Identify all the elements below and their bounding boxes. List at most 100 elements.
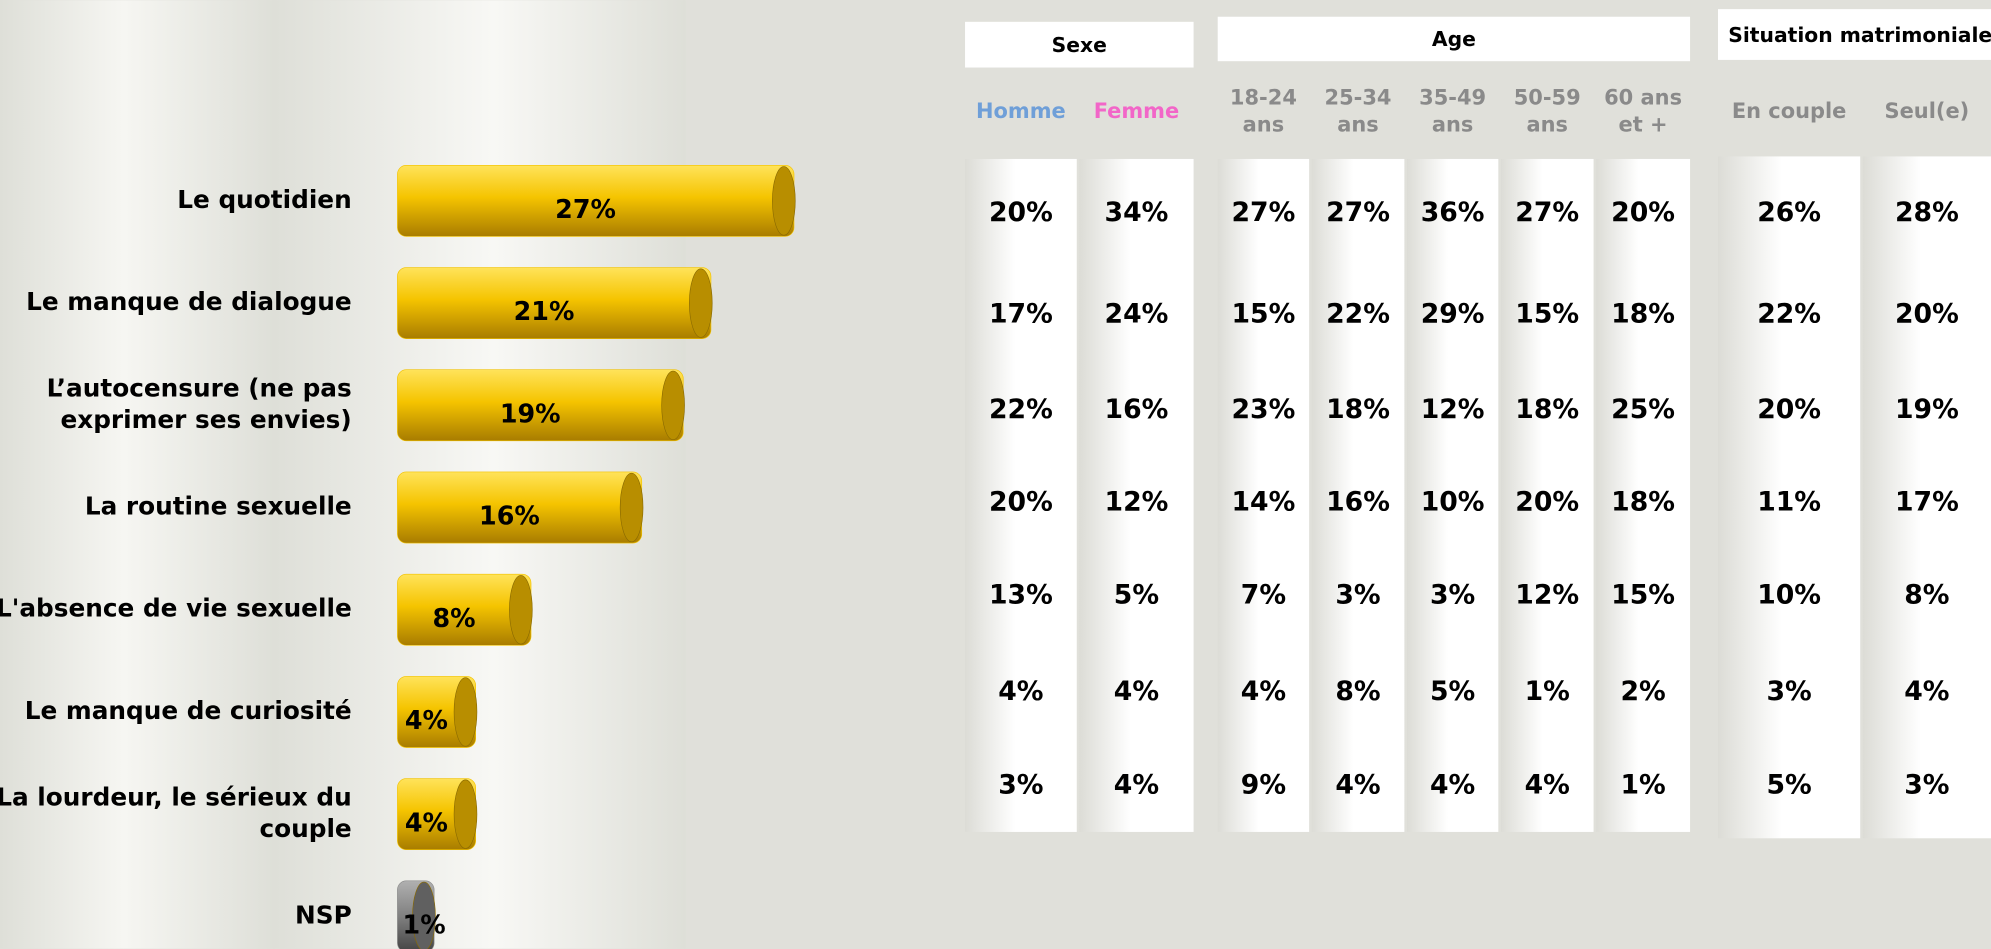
bar-cap [412,881,436,949]
column-header: ans [1526,112,1568,136]
bar [397,880,436,949]
column-stripe [1079,158,1194,832]
table-cell: 27% [1515,197,1579,228]
bar-cap [661,370,685,440]
column-header: En couple [1732,99,1847,123]
table-cell: 18% [1326,394,1390,425]
table-cell: 13% [989,579,1053,610]
table-cell: 27% [1232,197,1296,228]
table-cell: 5% [1114,579,1159,610]
table-cell: 15% [1515,299,1579,330]
bar [397,676,478,748]
category-label: Le manque de dialogue [26,287,352,316]
table-cell: 18% [1515,394,1579,425]
bar-cap [772,166,796,236]
table-cell: 8% [1904,579,1949,610]
bar [397,164,796,237]
table-cell: 15% [1611,579,1675,610]
bar-cap [453,779,478,849]
table-cell: 20% [1895,299,1959,330]
table-cell: 16% [1326,487,1390,518]
category-label: La routine sexuelle [85,492,352,521]
column-header: Femme [1094,99,1180,123]
category-label: La lourdeur, le sérieux du [0,782,352,811]
group-header: Age [1432,27,1476,51]
table-cell: 2% [1620,676,1665,707]
table-cell: 29% [1421,299,1485,330]
group-header: Sexe [1052,33,1107,57]
category-label: NSP [295,900,352,929]
column-header: 60 ans [1604,86,1682,110]
column-stripe [1406,158,1499,832]
table-cell: 5% [1430,676,1475,707]
table-cell: 4% [1114,770,1159,801]
table-cell: 4% [1241,676,1286,707]
table-cell: 19% [1895,394,1959,425]
category-label: couple [259,814,351,843]
table-cell: 3% [1335,579,1380,610]
column-header: Seul(e) [1885,99,1970,123]
category-label: Le manque de curiosité [25,696,352,725]
category-label: L'absence de vie sexuelle [0,594,352,623]
table-cell: 26% [1757,197,1821,228]
column-header: 50-59 [1514,86,1581,110]
data-label: 4% [405,807,448,837]
table-cell: 10% [1421,487,1485,518]
data-label: 8% [433,603,476,633]
table-cell: 18% [1611,299,1675,330]
table-cell: 15% [1232,299,1296,330]
column-header: Homme [976,99,1066,123]
column-stripe [1717,156,1861,839]
data-label: 1% [403,910,446,940]
column-header: ans [1337,112,1379,136]
table-cell: 12% [1421,394,1485,425]
table-cell: 4% [1904,676,1949,707]
table-cell: 20% [1757,394,1821,425]
table-cell: 4% [1430,770,1475,801]
group-header-box [965,21,1194,68]
column-header: 35-49 [1419,86,1486,110]
column-stripe [1862,156,1991,839]
column-stripe [1596,158,1691,832]
table-cell: 27% [1326,197,1390,228]
table-cell: 22% [1757,299,1821,330]
table-cell: 22% [1326,299,1390,330]
column-stripe [1311,158,1405,832]
table-cell: 18% [1611,487,1675,518]
table-cell: 25% [1611,394,1675,425]
column-stripe [1217,158,1310,832]
data-label: 16% [479,501,540,531]
group-header-box [1217,16,1691,62]
table-cell: 14% [1232,487,1296,518]
data-label: 21% [514,296,575,326]
table-cell: 3% [1766,676,1811,707]
table-cell: 3% [998,770,1043,801]
data-label: 19% [500,398,561,428]
table-cell: 16% [1105,394,1169,425]
table-cell: 5% [1766,770,1811,801]
data-label: 4% [405,705,448,735]
table-cell: 23% [1232,394,1296,425]
table-cell: 12% [1515,579,1579,610]
table-cell: 4% [1114,676,1159,707]
bar [397,471,644,544]
table-cell: 1% [1525,676,1570,707]
category-label: L’autocensure (ne pas [47,373,352,402]
table-cell: 11% [1757,487,1821,518]
column-header: ans [1432,112,1474,136]
bar [397,267,713,339]
table-cell: 4% [1525,770,1570,801]
table-cell: 24% [1105,299,1169,330]
table-cell: 4% [998,676,1043,707]
column-header: 18-24 [1230,86,1297,110]
bar-cap [453,677,478,747]
bar [397,778,478,851]
table-cell: 22% [989,394,1053,425]
table-cell: 8% [1335,676,1380,707]
bar-cap [689,268,713,338]
column-stripe [965,158,1077,832]
table-cell: 20% [1515,487,1579,518]
table-cell: 4% [1335,770,1380,801]
column-stripe [1500,158,1594,832]
